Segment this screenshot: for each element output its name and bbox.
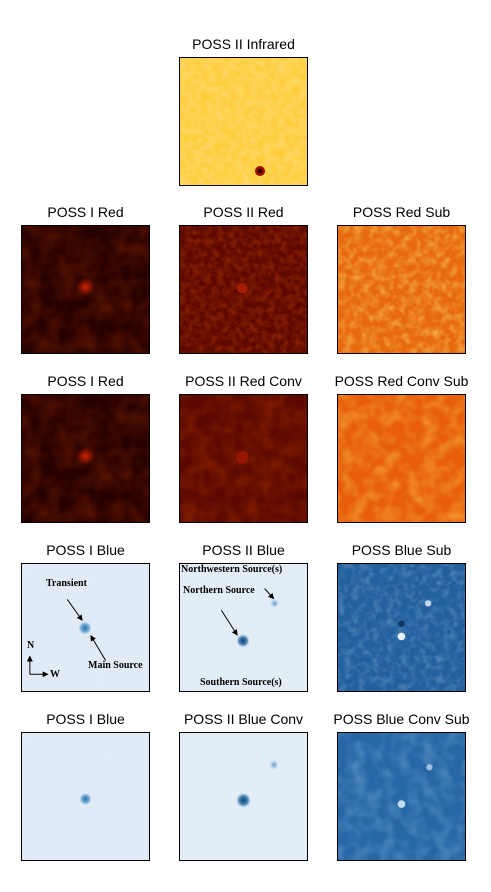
image-poss2-red-conv: [179, 394, 308, 523]
panel-poss-red-sub: POSS Red Sub: [337, 204, 466, 354]
image-infrared: [179, 57, 308, 186]
image-poss-blue-sub: [337, 563, 466, 692]
image-poss1-red: [21, 225, 150, 354]
image-poss1-red-2: [21, 394, 150, 523]
panel-title: POSS II Blue Conv: [183, 711, 304, 727]
panel-poss-blue-conv-sub: POSS Blue Conv Sub: [333, 711, 470, 861]
panel-poss2-blue: POSS II Blue Northwestern Source(s) Nort…: [179, 542, 308, 692]
transient-label: Transient: [46, 578, 87, 589]
north-label: N: [27, 640, 35, 651]
image-poss2-blue-conv: [179, 732, 308, 861]
panel-title: POSS I Red: [47, 373, 124, 389]
main-source-label: Main Source: [88, 660, 143, 671]
panel-title: POSS II Infrared: [192, 36, 295, 52]
panel-poss2-blue-conv: POSS II Blue Conv: [179, 711, 308, 861]
panel-title: POSS Red Conv Sub: [334, 373, 469, 389]
panel-poss2-infrared: POSS II Infrared: [179, 36, 308, 186]
panel-poss1-red: POSS I Red: [21, 204, 150, 354]
image-poss2-blue: Northwestern Source(s) Northern Source S…: [179, 563, 308, 692]
panel-poss1-blue-2: POSS I Blue: [21, 711, 150, 861]
image-poss1-blue-2: [21, 732, 150, 861]
panel-title: POSS II Red Conv: [185, 373, 302, 389]
panel-poss2-red-conv: POSS II Red Conv: [179, 373, 308, 523]
panel-poss-blue-sub: POSS Blue Sub: [337, 542, 466, 692]
northern-source-label: Northern Source: [183, 585, 255, 596]
panel-title: POSS II Blue: [202, 542, 285, 558]
panel-title: POSS Blue Conv Sub: [333, 711, 470, 727]
panel-title: POSS I Blue: [46, 711, 125, 727]
northwestern-sources-label: Northwestern Source(s): [181, 564, 283, 575]
image-poss1-blue: Transient Main Source N W: [21, 563, 150, 692]
southern-sources-label: Southern Source(s): [200, 677, 282, 688]
panel-title: POSS II Red: [203, 204, 284, 220]
image-poss2-red: [179, 225, 308, 354]
image-poss-red-conv-sub: [337, 394, 466, 523]
panel-poss1-blue: POSS I Blue Transient Main Source: [21, 542, 150, 692]
image-poss-blue-conv-sub: [337, 732, 466, 861]
panel-title: POSS Blue Sub: [351, 542, 452, 558]
image-poss-red-sub: [337, 225, 466, 354]
panel-title: POSS I Blue: [46, 542, 125, 558]
west-label: W: [50, 669, 60, 680]
panel-poss2-red: POSS II Red: [179, 204, 308, 354]
panel-poss1-red-2: POSS I Red: [21, 373, 150, 523]
panel-title: POSS I Red: [47, 204, 124, 220]
panel-title: POSS Red Sub: [352, 204, 451, 220]
panel-poss-red-conv-sub: POSS Red Conv Sub: [335, 373, 468, 523]
